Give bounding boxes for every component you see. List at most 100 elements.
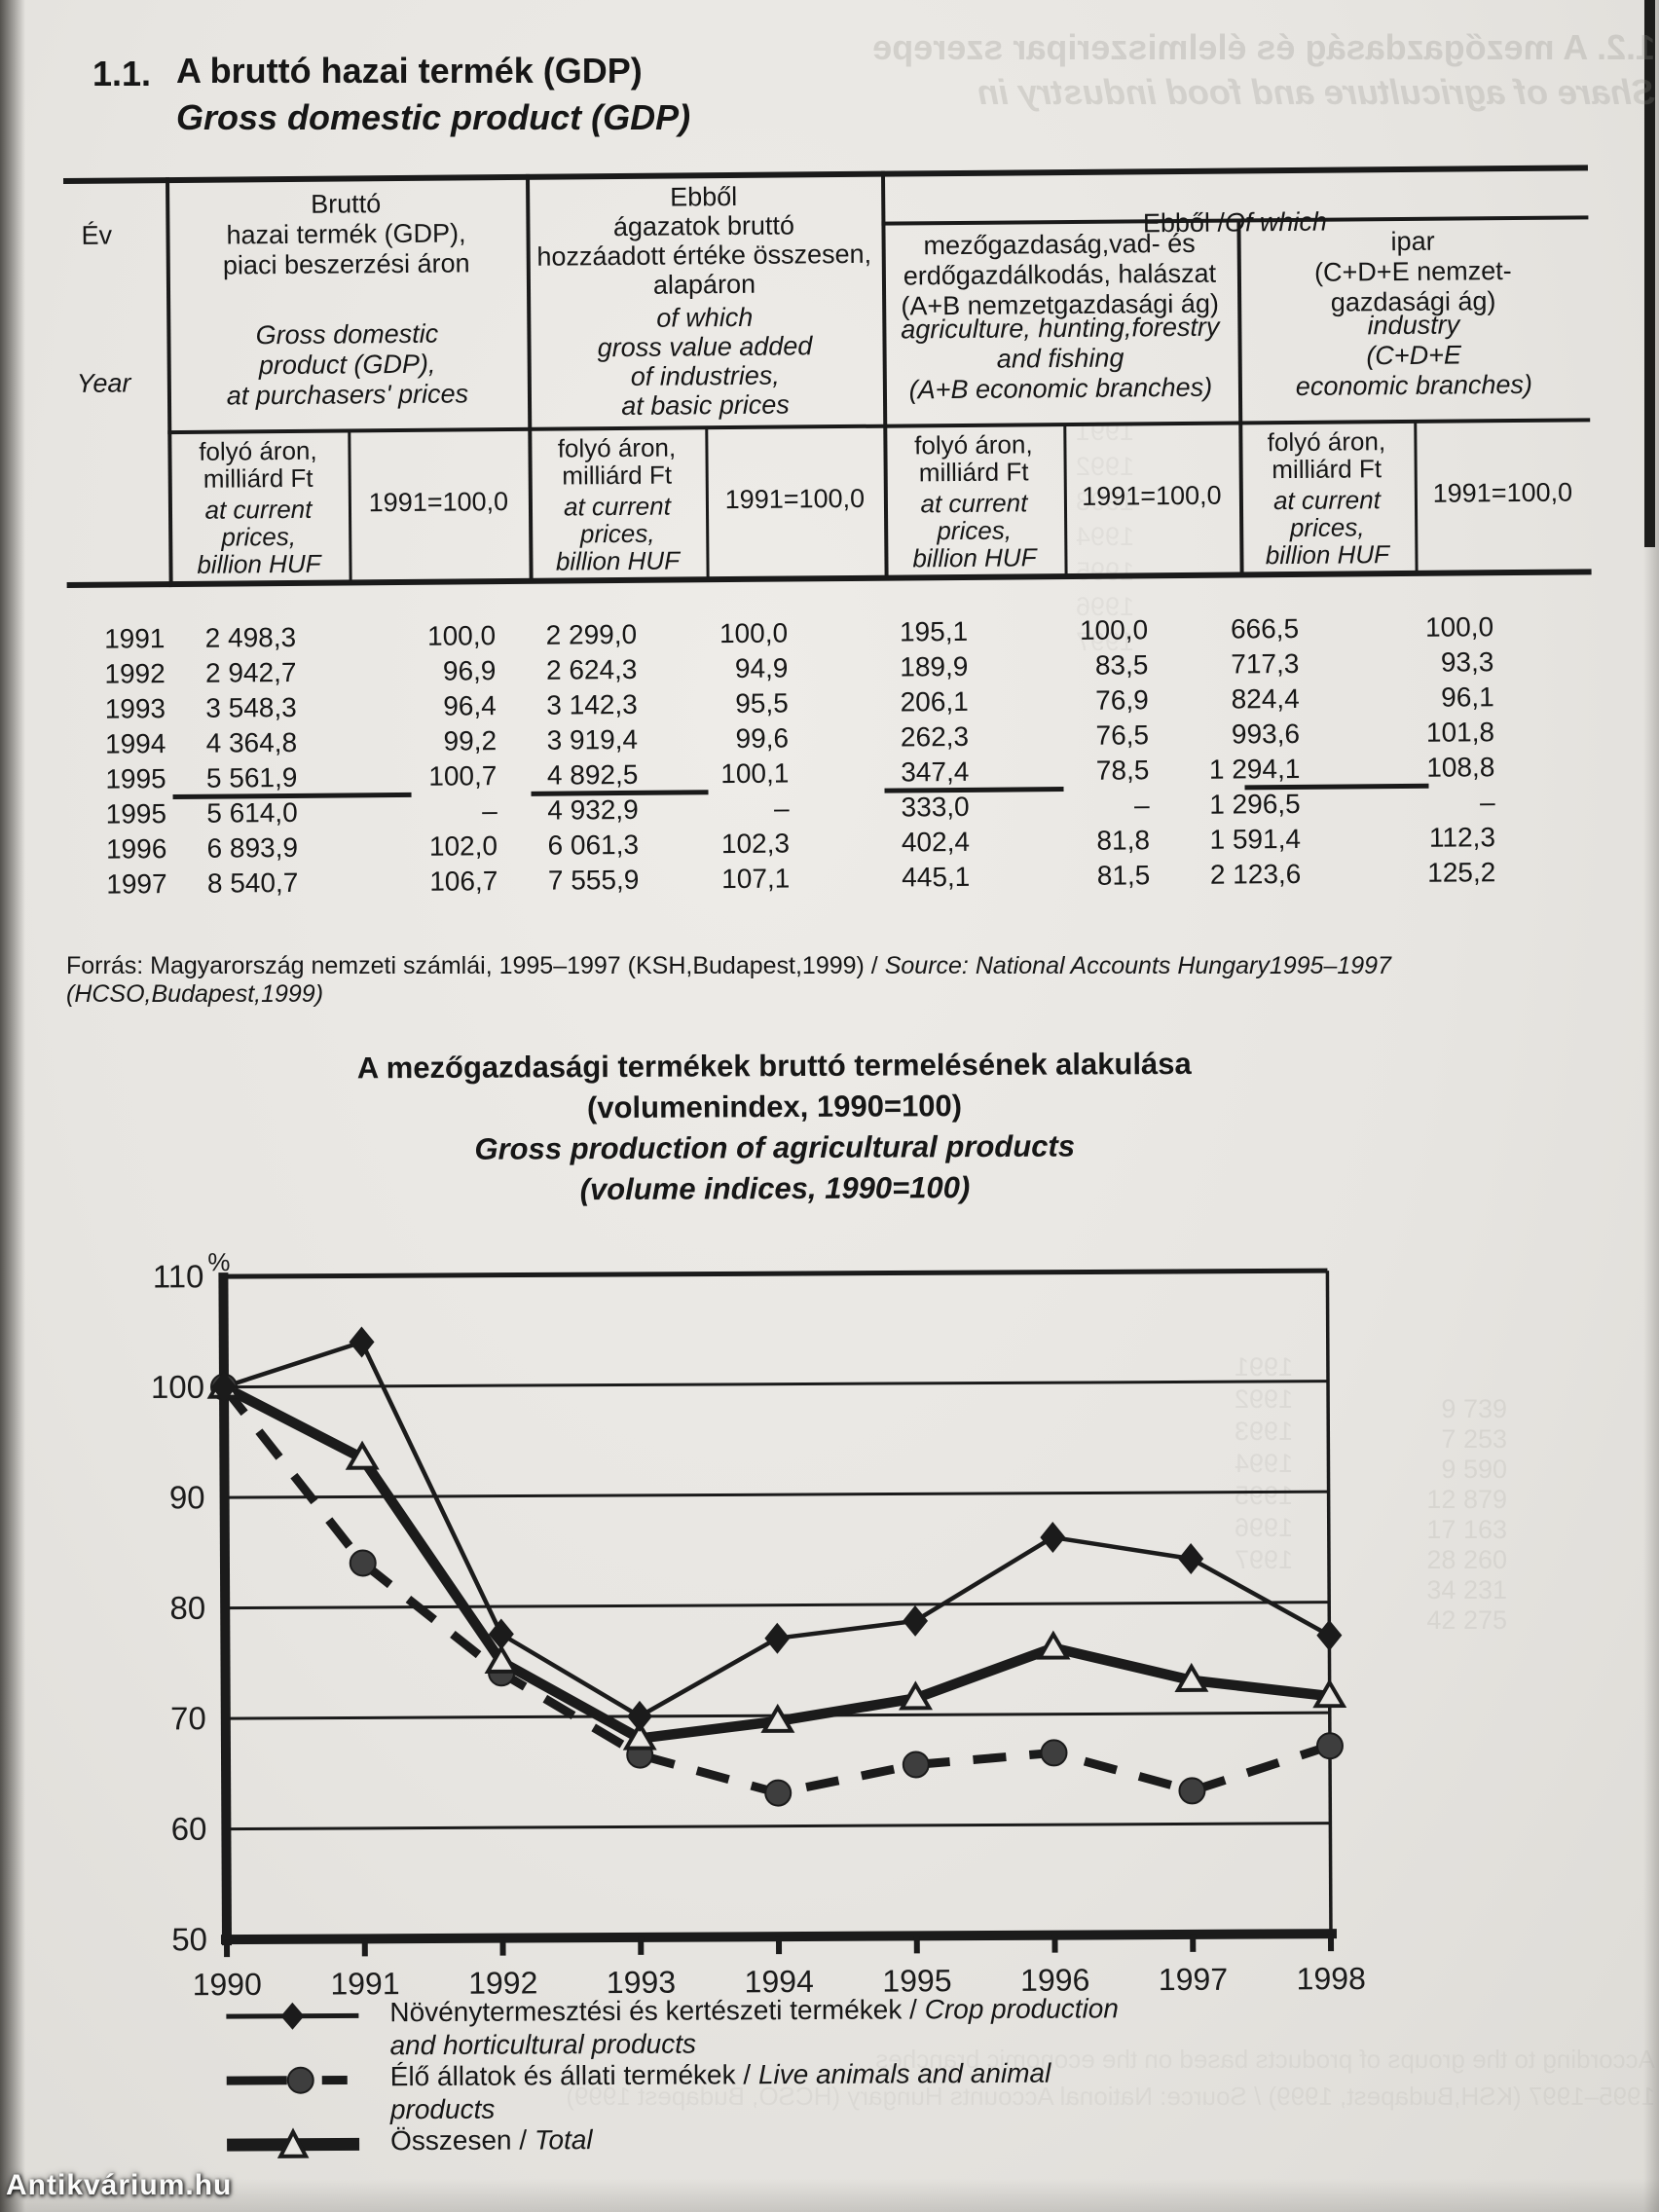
chart-title-en: Gross production of agricultural product…: [474, 1128, 1076, 1166]
marker-triangle: [622, 1720, 657, 1751]
marker-diamond: [764, 1622, 791, 1654]
source-line: Forrás: Magyarország nemzeti számlái, 19…: [66, 952, 1585, 1009]
source-en: Source: National Accounts Hungary1995–19…: [66, 952, 1391, 1008]
marker-circle: [1315, 1732, 1344, 1760]
row-value: 3 142,3: [546, 688, 638, 720]
row-value: 347,4: [901, 756, 970, 788]
col-header-gdp-en: Gross domestic product (GDP), at purchas…: [226, 318, 469, 411]
col-header-year-hu: Év: [81, 220, 113, 250]
chart-right-border: [1325, 1271, 1333, 1935]
col-header-gva-en: of which gross value added of industries…: [597, 302, 813, 422]
x-tick-label: 1997: [1159, 1962, 1228, 1997]
y-tick-label: 60: [171, 1811, 207, 1847]
legend-label: Összesen / Total: [390, 2120, 1413, 2157]
legend-label-en: Crop production: [924, 1993, 1119, 2025]
subheader-index: 1991=100,0: [1082, 480, 1222, 511]
subheader-index: 1991=100,0: [1432, 477, 1573, 508]
y-tick-label: 110: [153, 1258, 204, 1294]
legend-label-line: Összesen / Total: [390, 2120, 1413, 2157]
row-value: 101,8: [1425, 717, 1495, 748]
row-value: 100,0: [1424, 611, 1494, 643]
col-header-gva-hu: Ebből ágazatok bruttó hozzáadott értéke …: [536, 181, 872, 300]
y-tick-label: 50: [171, 1921, 207, 1957]
row-value: 445,1: [902, 861, 971, 893]
marker-circle: [764, 1779, 793, 1807]
legend-label-en: Total: [534, 2124, 593, 2156]
x-tick-label: 1990: [193, 1967, 262, 2002]
subheader-current-hu: folyó áron, milliárd Ft: [557, 432, 677, 491]
col-header-year-en: Year: [76, 368, 131, 398]
row-value: 2 624,3: [545, 653, 638, 685]
subheader-current-en: at current prices, billion HUF: [555, 491, 681, 576]
marker-diamond: [488, 1618, 514, 1650]
row-value: 102,3: [720, 828, 791, 860]
marker-circle: [1178, 1777, 1206, 1805]
row-value: 1 296,5: [1209, 788, 1301, 820]
row-value: 2 123,6: [1209, 858, 1302, 890]
line-chart: 1990 1991 1992 1993 1994 1995 1996 1997 1998 50 60…: [151, 1247, 1366, 2002]
col-header-gdp-hu: Bruttó hazai termék (GDP), piaci beszerz…: [222, 189, 470, 280]
marker-triangle: [899, 1680, 933, 1711]
row-value: 824,4: [1231, 682, 1300, 715]
row-value: 195,1: [899, 615, 969, 647]
marker-diamond: [627, 1700, 653, 1732]
row-value: 5 614,0: [206, 796, 298, 829]
row-value: 3 548,3: [205, 691, 297, 723]
row-value: 4 364,8: [205, 726, 298, 758]
col-header-agri-en: agriculture, hunting,forestry and fishin…: [901, 312, 1220, 405]
row-value: 3 919,4: [546, 723, 639, 756]
subheader-index: 1991=100,0: [368, 487, 509, 518]
legend-marker-triangle: [276, 2127, 310, 2158]
legend-label-en: Live animals and animal: [757, 2057, 1051, 2090]
row-value: 402,4: [901, 826, 971, 858]
row-value: 107,1: [721, 863, 791, 895]
row-value: 100,1: [720, 757, 790, 790]
legend-label-hu: Összesen /: [389, 2124, 535, 2157]
legend-entry: Élő állatok és állati termékek / Live an…: [225, 2055, 1442, 2126]
x-tick-label: 1998: [1297, 1961, 1366, 1996]
marker-diamond: [1178, 1543, 1204, 1575]
chart-subtitle-en: (volume indices, 1990=100): [579, 1170, 971, 1207]
marker-triangle: [1174, 1662, 1209, 1692]
legend-label-en: products: [389, 2093, 496, 2125]
row-value: 333,0: [901, 791, 970, 823]
row-value: 6 061,3: [547, 829, 640, 861]
series-line-filled-circle: [220, 1383, 1332, 1798]
row-value: 100,0: [1079, 614, 1149, 645]
x-tick-label: 1991: [330, 1966, 399, 2001]
legend-label: Élő állatok és állati termékek / Live an…: [390, 2055, 1413, 2126]
x-tick-label: 1996: [1020, 1962, 1089, 1997]
marker-diamond: [1316, 1619, 1343, 1651]
row-value: 2 942,7: [204, 656, 297, 688]
bleedthrough-heading-en: Share of agriculture and food industry i…: [977, 72, 1655, 112]
chart-gridline: [226, 1822, 1331, 1831]
row-value: 1 294,1: [1208, 753, 1301, 785]
row-value: 94,9: [734, 652, 789, 683]
legend-label: Növénytermesztési és kertészeti termékek…: [389, 1991, 1412, 2062]
legend-entry: Összesen / Total: [225, 2120, 1442, 2191]
marker-diamond: [211, 1371, 238, 1403]
section-number: 1.1.: [92, 54, 152, 93]
row-value: 206,1: [900, 685, 969, 718]
marker-circle: [902, 1751, 930, 1779]
gdp-table: Év Year Ebből /Of which Bruttó hazai ter…: [63, 165, 1595, 918]
x-tick-label: 1992: [468, 1965, 537, 2000]
row-value: 262,3: [900, 720, 970, 753]
row-value: 81,5: [1096, 860, 1151, 891]
row-value: 83,5: [1094, 649, 1149, 681]
row-value: 6 893,9: [206, 831, 299, 864]
legend-sample-filled-diamond: [226, 2002, 359, 2030]
x-tick-label: 1993: [607, 1965, 676, 2000]
row-value: 8 540,7: [206, 866, 299, 899]
marker-triangle: [484, 1643, 519, 1674]
row-value: 189,9: [900, 650, 969, 682]
legend-label-en: and horticultural products: [389, 2028, 697, 2061]
row-value: 1 591,4: [1209, 823, 1302, 855]
row-value: 96,1: [1441, 682, 1494, 713]
legend-sample-filled-circle: [226, 2066, 348, 2094]
marker-triangle: [760, 1703, 795, 1733]
row-value: 2 498,3: [204, 621, 297, 653]
y-axis-unit: %: [207, 1247, 230, 1276]
row-value: 125,2: [1427, 857, 1496, 888]
